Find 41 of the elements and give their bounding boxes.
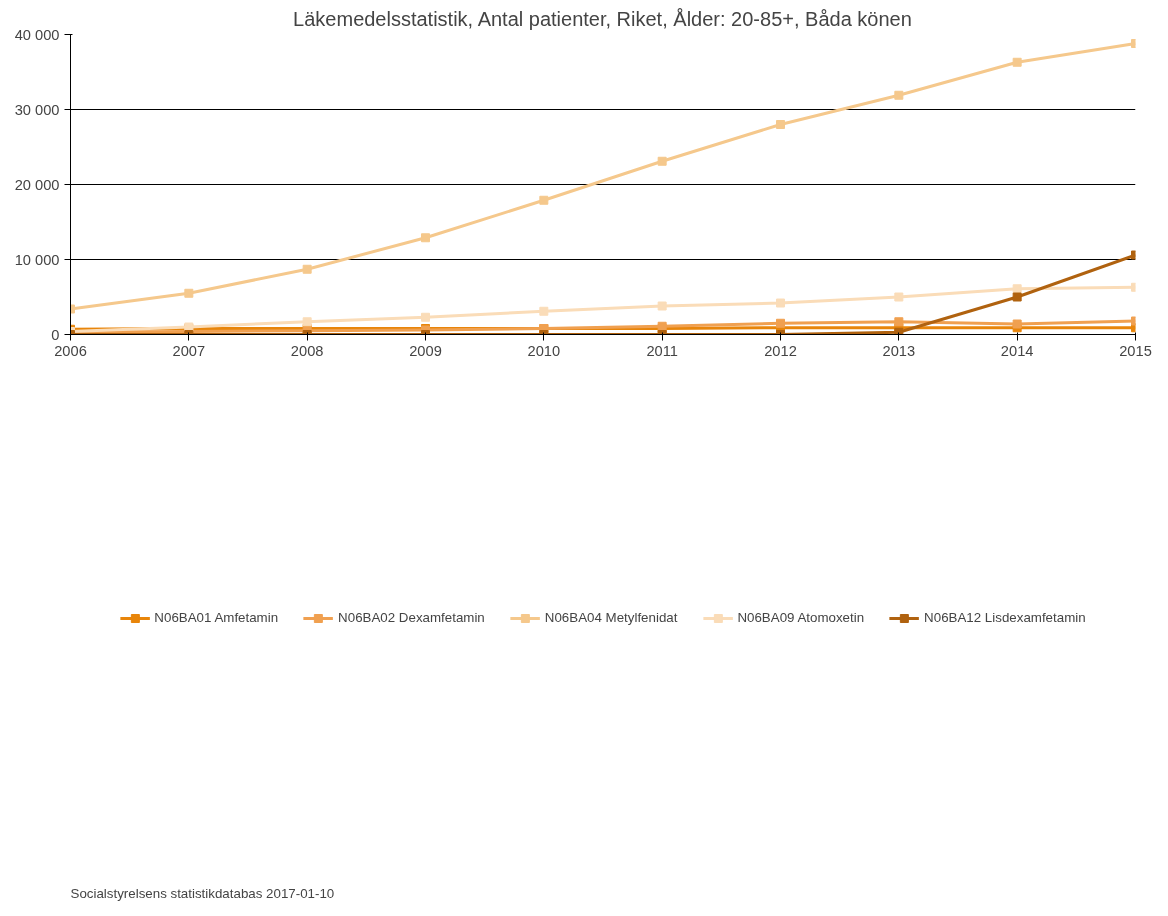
point (539, 195, 549, 205)
point (302, 317, 312, 327)
legend-label: N06BA01 Amfetamin (154, 610, 279, 626)
point (776, 298, 785, 308)
legend-label: N06BA02 Dexamfetamin (338, 610, 485, 626)
point (421, 312, 430, 322)
y-tick-label: 0 (51, 326, 60, 343)
x-tick-label: 2014 (1000, 342, 1034, 359)
point (184, 288, 194, 298)
point (894, 292, 904, 302)
y-tick-label: 40 000 (14, 26, 60, 43)
y-tick-label: 10 000 (14, 251, 60, 268)
legend-label: N06BA04 Metylfenidat (544, 610, 678, 626)
x-tick-label: 2012 (764, 342, 797, 359)
point (539, 306, 549, 316)
point (657, 156, 667, 166)
y-tick-label: 30 000 (14, 101, 60, 118)
text: Socialstyrelsens statistikdatabas 2017-01-10 (70, 885, 335, 901)
legend-label: N06BA09 Atomoxetin (737, 610, 865, 626)
point (657, 301, 667, 311)
x-tick-label: 2009 (409, 342, 442, 359)
x-tick-label: 2015 (1119, 342, 1152, 359)
y-tick-label: 20 000 (14, 176, 60, 193)
point (1012, 284, 1022, 294)
point (894, 317, 904, 327)
chart-title: Läkemedelsstatistik, Antal patienter, Riket, Ålder: 20-85+, Båda könen (293, 7, 912, 30)
point (776, 120, 785, 129)
point (302, 264, 312, 274)
x-tick-label: 2006 (54, 342, 87, 359)
x-tick-label: 2007 (172, 342, 206, 359)
point (1012, 319, 1022, 329)
x-tick-label: 2013 (882, 342, 916, 359)
point (1012, 57, 1022, 67)
x-tick-label: 2011 (646, 342, 678, 359)
legend-label: N06BA12 Lisdexamfetamin (924, 610, 1086, 626)
point (1012, 292, 1022, 302)
x-tick-label: 2008 (290, 342, 324, 359)
x-tick-label: 2010 (527, 342, 561, 359)
point (894, 90, 904, 100)
point (421, 233, 430, 243)
point (776, 318, 785, 328)
